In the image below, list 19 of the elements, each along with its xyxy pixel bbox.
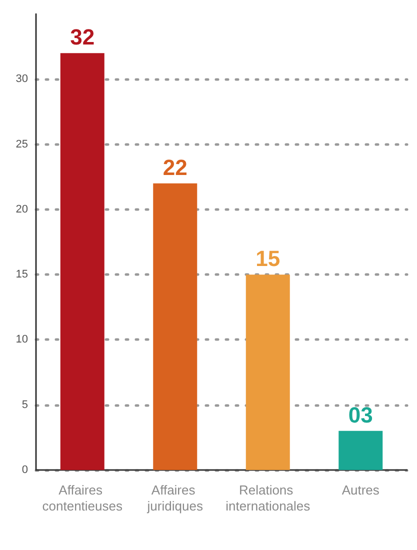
x-tick-label: Autres (342, 482, 380, 498)
data-label: 32 (70, 24, 95, 50)
bar (60, 53, 104, 470)
y-tick-label: 15 (16, 268, 28, 281)
y-tick-label: 25 (16, 138, 28, 150)
x-tick-label: Affaires juridiques (146, 482, 204, 514)
y-tick-label: 5 (22, 398, 28, 411)
data-label: 03 (348, 402, 373, 428)
x-tick-label: Affaires contentieuses (42, 482, 123, 514)
y-tick-label: 20 (16, 203, 28, 216)
data-label: 15 (256, 246, 280, 272)
data-label: 22 (162, 154, 188, 180)
bar (338, 430, 383, 470)
y-tick-label: 30 (16, 73, 28, 86)
x-tick-label: Relations internationales (226, 482, 311, 514)
y-tick-label: 0 (22, 464, 28, 476)
bar (246, 274, 290, 470)
y-tick-label: 10 (16, 334, 28, 346)
bar (153, 183, 198, 470)
